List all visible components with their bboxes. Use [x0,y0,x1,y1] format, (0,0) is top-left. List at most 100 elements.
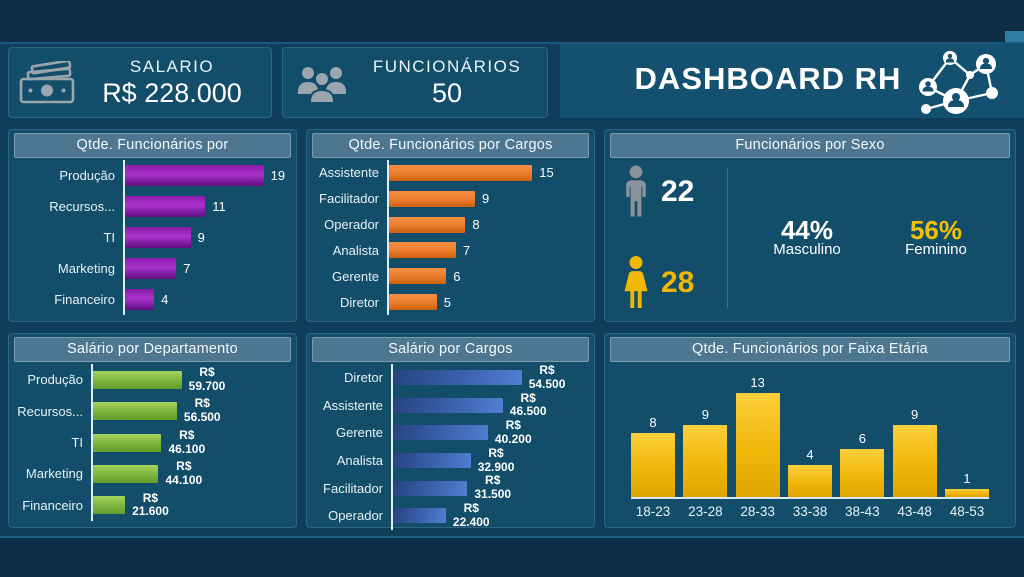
bar [93,433,162,452]
bar-value: 56.500 [183,410,221,425]
bar-track: 11 [123,191,290,222]
header-band: DASHBOARD RH [560,44,1024,118]
bar-category-label: Gerente [332,268,379,284]
bar-row: Recursos... 11 [11,191,290,222]
masculino-label: Masculino [773,241,841,258]
column-value-label: 13 [750,374,765,390]
bar-track: 6 [387,263,588,290]
bar [93,370,182,389]
bar-track: R$ 22.400 [391,500,588,530]
female-count: 28 [661,265,695,299]
bar [125,196,206,217]
currency-prefix: R$ [176,459,192,474]
column-value-label: 6 [858,430,866,446]
feminino-percent: 56% [909,215,963,245]
vertical-divider [727,167,728,308]
column-value-label: 1 [963,471,971,486]
chart-title: Qtde. Funcionários por [14,133,291,158]
bar-row: Recursos... R$ 56.500 [11,395,290,427]
bar-value-label: 8 [472,217,480,233]
bar-value-label: 9 [481,191,490,207]
card-funcionarios-por-sexo: Funcionários por Sexo 22 [604,129,1016,322]
card-faixa-etaria: Qtde. Funcionários por Faixa Etária 8 9 13… [604,333,1016,528]
chart-title: Qtde. Funcionários por Cargos [312,133,589,158]
bar-value-label: R$ 21.600 [132,490,169,520]
bar [389,164,533,181]
bar [389,268,447,285]
donut-feminino-text: 56% Feminino [878,180,994,296]
bar-value-label: 7 [183,261,191,276]
bar-value: 21.600 [132,504,169,519]
bar [93,496,126,515]
currency-prefix: R$ [463,500,479,515]
feminino-label: Feminino [905,241,967,258]
male-icon [621,164,651,219]
column-bar [840,448,885,497]
bar-category-label: TI [71,435,83,451]
bar-row: Analista R$ 32.900 [309,446,588,475]
bar-row: Diretor 5 [309,289,588,315]
bar-category-label: Marketing [57,261,115,276]
bar-value-label: 11 [212,199,226,214]
kpi-salario-value: R$ 228.000 [102,77,242,108]
bar-value-label: R$ 40.200 [495,418,532,447]
bar [125,258,177,279]
column-category-label: 43-48 [897,504,932,519]
donut-feminino: 56% Feminino [878,180,994,296]
bar-value-label: R$ 46.100 [168,428,205,457]
bar [389,216,466,233]
bar-value: 59.700 [188,378,226,393]
bar-track: R$ 32.900 [391,446,588,475]
bar-row: Produção 19 [11,160,290,191]
bar-value: 22.400 [452,514,490,529]
card-salario-departamento: Salário por Departamento Produção R$ 59.70… [8,333,297,528]
bar-category-label: Operador [328,508,383,524]
bar-row: TI R$ 46.100 [11,426,290,459]
bar-value-label: 5 [443,294,451,310]
bar-row: Marketing 7 [11,253,290,284]
column-group: 1 [944,370,989,497]
bar-category-label: Produção [27,372,83,388]
bar-row: TI 9 [11,222,290,253]
bar [393,425,488,441]
bar-track: 4 [123,284,290,315]
bar-row: Analista 7 [309,237,588,264]
bar-track: R$ 54.500 [391,363,588,392]
bar-category-label: Produção [59,168,115,183]
column-value-label: 4 [806,446,814,462]
bar [393,397,503,413]
bar-category-label: Diretor [339,294,379,310]
currency-prefix: R$ [485,473,501,488]
bar-track: 5 [387,289,588,315]
male-count: 22 [661,174,695,208]
bar [393,480,468,496]
bar-category-label: Assistente [319,165,379,181]
column-group: 9 [683,370,728,497]
bar-value: 31.500 [474,487,512,502]
bar [125,289,155,310]
bar-row: Facilitador R$ 31.500 [309,474,588,502]
bar [389,190,475,207]
chart-title: Salário por Departamento [14,337,291,362]
bar-row: Operador R$ 22.400 [309,500,588,530]
bar [125,227,191,248]
bar-row: Produção R$ 59.700 [11,364,290,396]
bar-track: 7 [123,253,290,284]
kpi-funcionarios-label: FUNCIONÁRIOS [372,56,522,76]
column-value-label: 8 [649,414,657,430]
bar-row: Assistente 15 [309,160,588,186]
donut-masculino-text: 44% Masculino [749,180,865,296]
bar-value-label: R$ 54.500 [529,363,566,392]
bar-row: Financeiro 4 [11,284,290,315]
column-group: 13 [735,370,780,497]
donut-area: 44% Masculino 56% Feminino [736,180,1007,296]
bar-value: 46.500 [509,404,547,419]
currency-prefix: R$ [199,364,215,379]
bar-track: R$ 46.100 [91,426,290,459]
bar-value-label: R$ 22.400 [452,500,490,530]
bar-value-label: 7 [462,242,471,258]
bar [125,165,264,186]
currency-prefix: R$ [520,390,536,405]
bar-category-label: Operador [324,217,379,233]
currency-prefix: R$ [142,490,159,505]
